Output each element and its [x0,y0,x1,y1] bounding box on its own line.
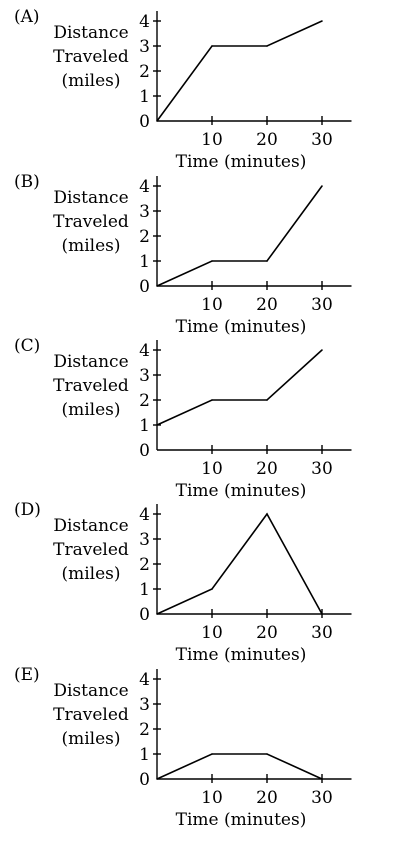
y-tick-label: 1 [139,87,150,107]
y-tick-label: 2 [139,391,150,411]
x-tick-label: 20 [256,130,278,150]
x-tick-label: 30 [311,295,333,315]
option-label: (C) [14,336,40,356]
y-tick-label: 0 [139,112,150,132]
data-point [266,513,268,515]
y-tick-label: 2 [139,62,150,82]
x-tick-label: 30 [311,623,333,643]
y-tick-label: 3 [139,530,150,550]
y-tick-label: 3 [139,366,150,386]
y-tick-label: 3 [139,695,150,715]
y-tick-label: 1 [139,252,150,272]
y-axis-label: Traveled [53,376,129,396]
chart-panel: (B) Distance Traveled (miles) 0 1 2 3 4 10 20 30Tim… [14,172,352,337]
y-tick-label: 0 [139,605,150,625]
y-axis-label: Traveled [53,212,129,232]
x-tick-label: 10 [201,130,223,150]
distance-line [156,20,323,122]
x-axis-label: Time (minutes) [176,317,307,337]
y-tick-label: 3 [139,37,150,57]
y-tick-label: 2 [139,720,150,740]
data-point [156,120,158,122]
x-tick-label: 20 [256,788,278,808]
option-label: (B) [14,172,40,192]
y-tick-label: 0 [139,441,150,461]
data-point [156,424,158,426]
y-tick-label: 4 [139,12,150,32]
option-label: (A) [14,7,40,27]
data-point [156,778,158,780]
data-point [266,260,268,262]
y-axis-label: (miles) [61,564,120,584]
y-tick-label: 2 [139,555,150,575]
y-axis-label: (miles) [61,71,120,91]
distance-line [156,185,323,287]
x-tick-label: 30 [311,788,333,808]
x-tick-label: 10 [201,623,223,643]
data-point [211,753,213,755]
y-tick-label: 2 [139,227,150,247]
y-axis-label: Traveled [53,705,129,725]
chart-panel: (E) Distance Traveled (miles) 0 1 2 3 4 10 20 30Tim… [14,665,352,830]
data-point [321,613,323,615]
x-axis-label: Time (minutes) [176,481,307,501]
distance-line [156,512,323,615]
x-tick-label: 10 [201,788,223,808]
y-tick-label: 1 [139,580,150,600]
data-point [266,753,268,755]
y-axis-label: (miles) [61,236,120,256]
x-axis-label: Time (minutes) [176,645,307,665]
chart-panel: (D) Distance Traveled (miles) 0 1 2 3 4 10 20 30Tim… [14,500,352,665]
x-tick-label: 20 [256,459,278,479]
y-tick-label: 4 [139,505,150,525]
x-axis-label: Time (minutes) [176,152,307,172]
data-point [156,285,158,287]
x-tick-label: 10 [201,459,223,479]
data-point [211,399,213,401]
chart-panel: (C) Distance Traveled (miles) 0 1 2 3 4 10 20 30Tim… [14,336,352,501]
data-point [211,45,213,47]
y-tick-label: 4 [139,177,150,197]
data-point [266,399,268,401]
y-tick-label: 3 [139,202,150,222]
y-axis-label: Distance [53,681,128,701]
y-tick-label: 0 [139,770,150,790]
y-axis-label: Traveled [53,540,129,560]
option-label: (E) [14,665,40,685]
data-point [211,588,213,590]
x-tick-label: 20 [256,295,278,315]
x-tick-label: 20 [256,623,278,643]
y-axis-label: (miles) [61,729,120,749]
y-tick-label: 4 [139,341,150,361]
x-tick-label: 30 [311,130,333,150]
option-label: (D) [14,500,41,520]
data-point [156,613,158,615]
y-tick-label: 1 [139,416,150,436]
x-tick-label: 30 [311,459,333,479]
distance-line [156,753,323,780]
data-point [321,20,323,22]
y-axis-label: Distance [53,23,128,43]
y-tick-label: 0 [139,277,150,297]
y-axis-label: (miles) [61,400,120,420]
data-point [211,260,213,262]
y-axis-label: Traveled [53,47,129,67]
x-axis-label: Time (minutes) [176,810,307,830]
y-axis-label: Distance [53,352,128,372]
y-tick-label: 4 [139,670,150,690]
data-point [321,185,323,187]
x-tick-label: 10 [201,295,223,315]
distance-line [156,349,323,426]
data-point [321,778,323,780]
data-point [266,45,268,47]
y-axis-label: Distance [53,188,128,208]
y-axis-label: Distance [53,516,128,536]
chart-panel: (A) Distance Traveled (miles) 0 1 2 3 4 10 20 30Tim… [14,7,352,172]
data-point [321,349,323,351]
y-tick-label: 1 [139,745,150,765]
